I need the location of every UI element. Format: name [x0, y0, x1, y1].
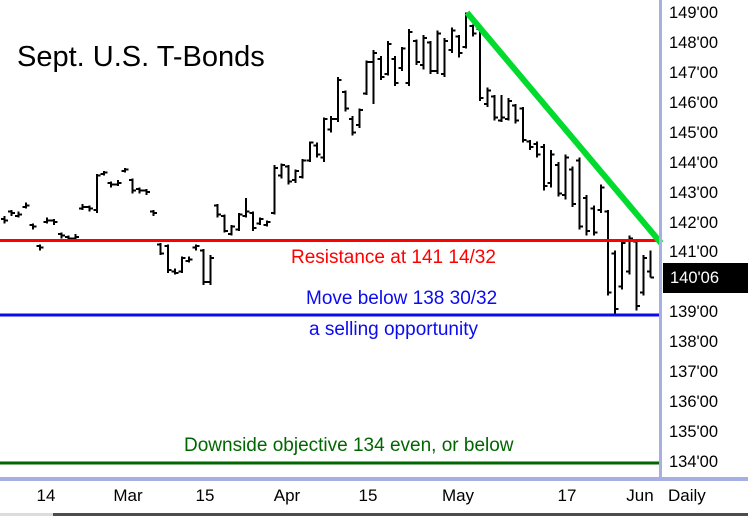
y-axis-label: 144'00 [669, 153, 719, 172]
last-price-badge: 140'06 [663, 262, 748, 293]
x-axis-label: Mar [113, 486, 143, 505]
x-axis-label: 14 [36, 486, 56, 505]
y-axis-label: 147'00 [669, 63, 719, 82]
y-axis-label: 137'00 [669, 363, 719, 382]
objective-annotation: Downside objective 134 even, or below [184, 435, 514, 456]
y-axis-label: 134'00 [669, 453, 719, 471]
window-bottom-edge [53, 513, 748, 516]
x-axis-label: Jun [626, 486, 654, 505]
downtrend-line [464, 10, 664, 245]
x-axis-label: Apr [273, 486, 301, 505]
y-axis-label: 136'00 [669, 393, 719, 412]
x-axis-line [0, 477, 748, 481]
y-axis-label: 135'00 [669, 423, 719, 442]
y-axis-label: 143'00 [669, 183, 719, 202]
y-axis-label: 145'00 [669, 123, 719, 142]
x-axis-label: 17 [557, 486, 577, 505]
y-axis-label: 149'00 [669, 4, 719, 23]
x-axis-label: 15 [195, 486, 215, 505]
y-axis-line [659, 0, 662, 481]
support-annotation-line1: Move below 138 30/32 [306, 288, 498, 309]
resistance-annotation: Resistance at 141 14/32 [291, 247, 496, 268]
y-axis-label: 138'00 [669, 333, 719, 352]
period-label: Daily [668, 486, 706, 505]
y-axis-label: 139'00 [669, 303, 719, 322]
y-axis-label: 146'00 [669, 93, 719, 112]
y-axis-label: 142'00 [669, 213, 719, 232]
y-axis-label: 141'00 [669, 243, 719, 262]
support-annotation-line2: a selling opportunity [309, 319, 478, 340]
y-axis-label: 148'00 [669, 33, 719, 52]
chart-title: Sept. U.S. T-Bonds [17, 41, 265, 73]
x-axis-label: 15 [358, 486, 378, 505]
window-bottom-edge-left [0, 513, 53, 516]
x-axis-label: May [441, 486, 475, 505]
